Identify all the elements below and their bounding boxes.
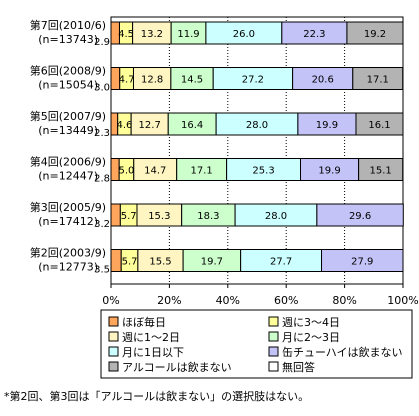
legend-box [100,309,413,379]
category-label: 第6回(2008/9) [30,64,106,78]
bar-segment [110,203,121,227]
bar-segment [358,158,404,181]
data-label: 3.2 [94,219,110,230]
legend-swatch [268,361,279,372]
stacked-bar-chart: 0% 20% 40% 60% 80% 100%第7回(2010/6)(n=13743)2.… [30,16,419,379]
data-label: 25.3 [252,166,274,177]
data-label: 5.7 [122,257,138,268]
data-label: 15.3 [148,211,170,222]
bar-segment [346,21,404,45]
legend-swatch [268,316,279,327]
data-label: 17.1 [367,75,389,86]
data-label: 29.6 [349,211,371,222]
legend-label: 無回答 [282,360,315,374]
data-label: 3.5 [94,265,110,276]
data-label: 27.7 [270,257,292,268]
data-label: 28.0 [265,211,287,222]
plot-area: 0% 20% 40% 60% 80% 100%第7回(2010/6)(n=13743)2.… [30,16,419,307]
data-label: 20.6 [312,75,334,86]
data-label: 3.0 [94,83,110,94]
x-tick-label: 80% [332,294,356,307]
data-label: 12.7 [139,120,161,131]
footnote: *第2回、第3回は「アルコールは飲まない」の選択肢はない。 [4,390,310,403]
x-tick-label: 20% [157,294,181,307]
bar-segment [355,112,404,136]
category-sample-size: (n=17412) [38,215,98,228]
data-label: 26.0 [233,29,255,40]
data-label: 17.1 [191,166,213,177]
legend-swatch [108,331,119,342]
plot-frame [110,16,404,285]
legend-label: 週に3～4日 [282,316,340,329]
legend-label: 週に1～2日 [122,331,180,344]
x-tick-label: 0% [102,294,119,307]
data-label: 4.7 [119,75,135,86]
data-label: 27.2 [242,75,264,86]
data-label: 12.8 [141,75,163,86]
bar-segment [321,249,404,272]
data-label: 16.4 [181,120,203,131]
legend-label: アルコールは飲まない [122,360,232,374]
category-sample-size: (n=12447) [38,170,98,183]
legend-label: 月に2～3日 [282,331,340,344]
data-label: 14.7 [144,166,166,177]
category-label: 第7回(2010/6) [30,18,106,32]
bar-segment [110,249,122,272]
legend-label: ほぼ毎日 [122,316,166,329]
category-sample-size: (n=12773) [38,261,98,274]
x-tick-label: 60% [274,294,298,307]
data-label: 2.8 [94,174,110,185]
data-label: 18.3 [197,211,219,222]
legend-swatch [268,346,279,357]
category-sample-size: (n=13449) [38,124,98,137]
data-label: 19.9 [316,120,338,131]
category-label: 第3回(2005/9) [30,200,106,214]
legend-swatch [108,346,119,357]
data-label: 15.5 [149,257,171,268]
bar-segment [316,203,404,227]
data-label: 2.9 [94,37,110,48]
x-tick-label: 100% [387,294,418,307]
data-label: 28.0 [246,120,268,131]
category-sample-size: (n=13743) [38,33,98,46]
data-label: 19.7 [201,257,223,268]
data-label: 19.2 [364,29,386,40]
data-label: 14.5 [181,75,203,86]
data-label: 5.0 [119,166,135,177]
data-label: 22.3 [303,29,325,40]
data-label: 15.1 [370,166,392,177]
data-label: 4.6 [116,120,132,131]
category-label: 第5回(2007/9) [30,109,106,123]
category-sample-size: (n=15054) [38,79,98,92]
legend-label: 缶チューハイは飲まない [282,345,403,359]
category-label: 第2回(2003/9) [30,246,106,260]
legend-swatch [268,331,279,342]
legend-swatch [108,361,119,372]
bar-segment [352,67,404,90]
data-label: 4.5 [118,29,134,40]
data-label: 27.9 [351,257,373,268]
data-label: 2.3 [94,128,110,139]
data-label: 19.9 [318,166,340,177]
legend-label: 月に1日以下 [122,346,184,359]
data-label: 11.9 [177,29,199,40]
x-tick-label: 40% [216,294,240,307]
legend-swatch [108,316,119,327]
category-label: 第4回(2006/9) [30,155,106,169]
data-label: 16.1 [368,120,390,131]
data-label: 5.7 [121,211,137,222]
data-label: 13.2 [141,29,163,40]
